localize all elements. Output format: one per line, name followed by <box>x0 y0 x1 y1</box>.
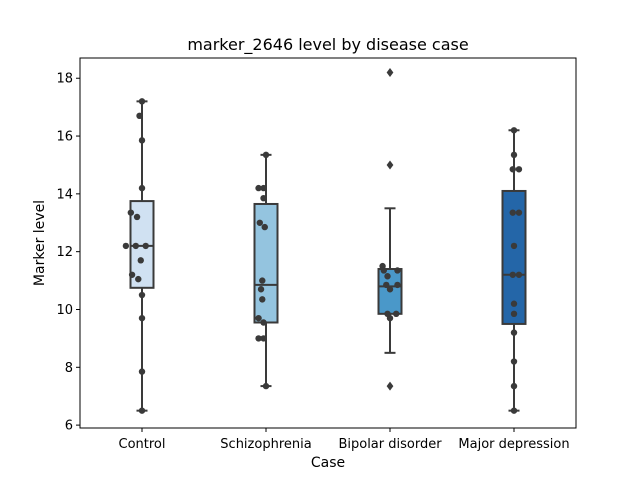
axes-frame <box>79 57 577 429</box>
outlier-point <box>386 160 394 170</box>
data-point <box>515 271 523 278</box>
data-point <box>510 358 518 365</box>
data-point <box>259 296 266 303</box>
data-point <box>261 223 268 231</box>
y-tick-label: 14 <box>56 187 73 202</box>
y-tick-label: 16 <box>56 130 73 145</box>
data-point <box>515 166 523 173</box>
data-point <box>510 242 518 250</box>
data-point <box>138 368 146 375</box>
data-point <box>383 281 390 289</box>
data-point <box>380 267 387 274</box>
data-point <box>132 242 139 250</box>
data-point <box>138 314 146 322</box>
x-tick-label: Major depression <box>458 437 569 452</box>
data-point <box>386 286 394 293</box>
data-point <box>510 382 518 390</box>
data-point <box>386 314 394 322</box>
plot-area: 6 8 10 12 14 16 18 Control Schizophrenia Bipolar … <box>56 67 570 452</box>
data-point <box>510 329 518 336</box>
data-point <box>138 291 146 299</box>
data-point <box>133 213 141 221</box>
x-axis-label: Case <box>311 455 345 471</box>
y-tick-label: 8 <box>65 361 73 376</box>
data-point <box>128 271 136 278</box>
data-point <box>393 310 400 318</box>
data-point <box>509 271 516 278</box>
data-point <box>138 98 146 105</box>
data-point <box>122 242 130 250</box>
data-point <box>256 219 263 226</box>
data-point <box>260 319 267 326</box>
data-point <box>394 267 401 274</box>
data-point <box>510 300 518 307</box>
data-point <box>510 127 518 134</box>
data-point <box>138 184 146 192</box>
y-tick-label: 10 <box>56 303 73 318</box>
data-point <box>255 184 262 192</box>
data-point <box>135 275 142 283</box>
data-point <box>137 257 144 264</box>
data-point <box>394 281 401 289</box>
data-point <box>510 407 518 414</box>
data-point <box>509 166 516 173</box>
outlier-point <box>386 381 394 391</box>
y-tick-label: 12 <box>56 245 73 260</box>
data-point <box>259 277 266 284</box>
x-tick-label: Schizophrenia <box>220 437 311 452</box>
data-point <box>260 194 267 202</box>
data-point <box>127 209 135 216</box>
x-tick-label: Control <box>119 437 166 452</box>
data-point <box>260 335 267 342</box>
outlier-point <box>386 67 394 77</box>
data-point <box>255 314 262 322</box>
chart-title: marker_2646 level by disease case <box>187 35 468 55</box>
data-point <box>384 273 391 280</box>
data-point <box>262 382 270 390</box>
data-point <box>510 310 518 318</box>
data-point <box>509 209 516 216</box>
x-tick-label: Bipolar disorder <box>338 437 442 452</box>
data-point <box>515 209 523 216</box>
data-point <box>257 286 265 293</box>
iqr-box <box>501 189 527 325</box>
y-tick-label: 18 <box>56 72 73 87</box>
data-point <box>262 151 270 159</box>
data-point <box>510 151 518 159</box>
y-axis-label: Marker level <box>32 200 48 286</box>
iqr-box <box>129 200 155 289</box>
data-point <box>138 137 146 144</box>
data-point <box>255 335 262 342</box>
data-point <box>142 242 149 250</box>
data-point <box>138 407 146 414</box>
y-tick-label: 6 <box>65 419 73 434</box>
data-point <box>260 184 267 192</box>
data-point <box>136 112 143 120</box>
